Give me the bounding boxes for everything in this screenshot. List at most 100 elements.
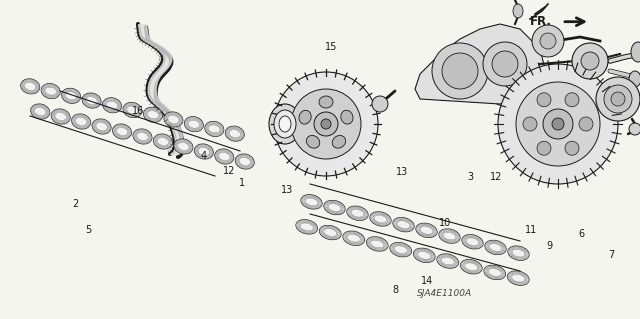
Text: 4: 4 [200,151,207,161]
Circle shape [523,117,537,131]
Text: 9: 9 [546,241,552,251]
Polygon shape [415,24,545,104]
Ellipse shape [274,110,296,138]
Ellipse shape [20,79,40,94]
Ellipse shape [319,225,341,240]
Ellipse shape [296,219,317,234]
Circle shape [537,93,551,107]
Ellipse shape [629,71,640,87]
Circle shape [483,42,527,86]
Ellipse shape [462,234,483,249]
Ellipse shape [225,126,244,141]
Text: 5: 5 [85,225,92,235]
Ellipse shape [332,136,346,148]
Text: 7: 7 [608,250,614,260]
Ellipse shape [164,112,183,127]
Ellipse shape [484,265,506,280]
Ellipse shape [31,104,50,119]
Circle shape [372,96,388,112]
Ellipse shape [413,248,435,263]
Text: 10: 10 [438,218,451,228]
Ellipse shape [416,223,437,238]
Ellipse shape [393,217,414,232]
Ellipse shape [184,116,204,132]
Ellipse shape [508,246,529,260]
Ellipse shape [439,229,460,243]
Ellipse shape [113,124,132,139]
Text: SJA4E1100A: SJA4E1100A [417,289,472,298]
Ellipse shape [343,231,365,246]
Text: 12: 12 [490,172,502,182]
Ellipse shape [143,107,163,122]
Ellipse shape [484,240,506,255]
Ellipse shape [51,109,70,124]
Ellipse shape [154,134,173,149]
Circle shape [442,53,478,89]
Ellipse shape [61,88,81,103]
Circle shape [629,123,640,135]
Ellipse shape [205,121,224,137]
Text: 15: 15 [325,42,338,52]
Text: 3: 3 [467,172,474,182]
Ellipse shape [133,129,152,144]
Circle shape [432,43,488,99]
Circle shape [540,33,556,49]
Ellipse shape [437,254,459,268]
Circle shape [565,93,579,107]
Ellipse shape [347,206,368,220]
Ellipse shape [195,144,213,159]
Circle shape [579,117,593,131]
Ellipse shape [41,84,60,99]
Ellipse shape [341,110,353,124]
Text: FR.: FR. [530,15,552,28]
Circle shape [314,112,338,136]
Text: 12: 12 [223,166,236,176]
Circle shape [274,72,378,176]
Ellipse shape [92,119,111,134]
Ellipse shape [366,237,388,251]
Circle shape [532,25,564,57]
Ellipse shape [102,98,122,113]
Ellipse shape [508,271,529,286]
Ellipse shape [215,149,234,164]
Ellipse shape [307,136,320,148]
Ellipse shape [299,110,311,124]
Circle shape [537,141,551,155]
Circle shape [565,141,579,155]
Circle shape [611,92,625,106]
Circle shape [572,43,608,79]
Ellipse shape [370,212,391,226]
Circle shape [604,85,632,113]
Ellipse shape [390,242,412,257]
Text: 8: 8 [392,285,399,295]
Ellipse shape [235,154,254,169]
Ellipse shape [174,139,193,154]
Circle shape [321,119,331,129]
Circle shape [543,109,573,139]
Circle shape [291,89,361,159]
Text: 14: 14 [421,276,434,286]
Ellipse shape [319,96,333,108]
Text: 1: 1 [239,178,245,189]
Text: 2: 2 [72,199,79,209]
Ellipse shape [324,200,345,215]
Ellipse shape [72,114,91,129]
Ellipse shape [513,4,523,18]
Text: 11: 11 [525,225,538,235]
Circle shape [492,51,518,77]
Ellipse shape [279,116,291,132]
Ellipse shape [460,259,482,274]
Circle shape [581,52,599,70]
Ellipse shape [301,195,322,209]
Text: 16: 16 [131,106,144,116]
Circle shape [596,77,640,121]
Text: 13: 13 [280,185,293,195]
Ellipse shape [123,102,142,118]
Text: 6: 6 [578,229,584,240]
Circle shape [552,118,564,130]
Circle shape [498,64,618,184]
Text: 13: 13 [396,167,408,177]
Circle shape [516,82,600,166]
Ellipse shape [82,93,101,108]
Ellipse shape [269,104,301,144]
